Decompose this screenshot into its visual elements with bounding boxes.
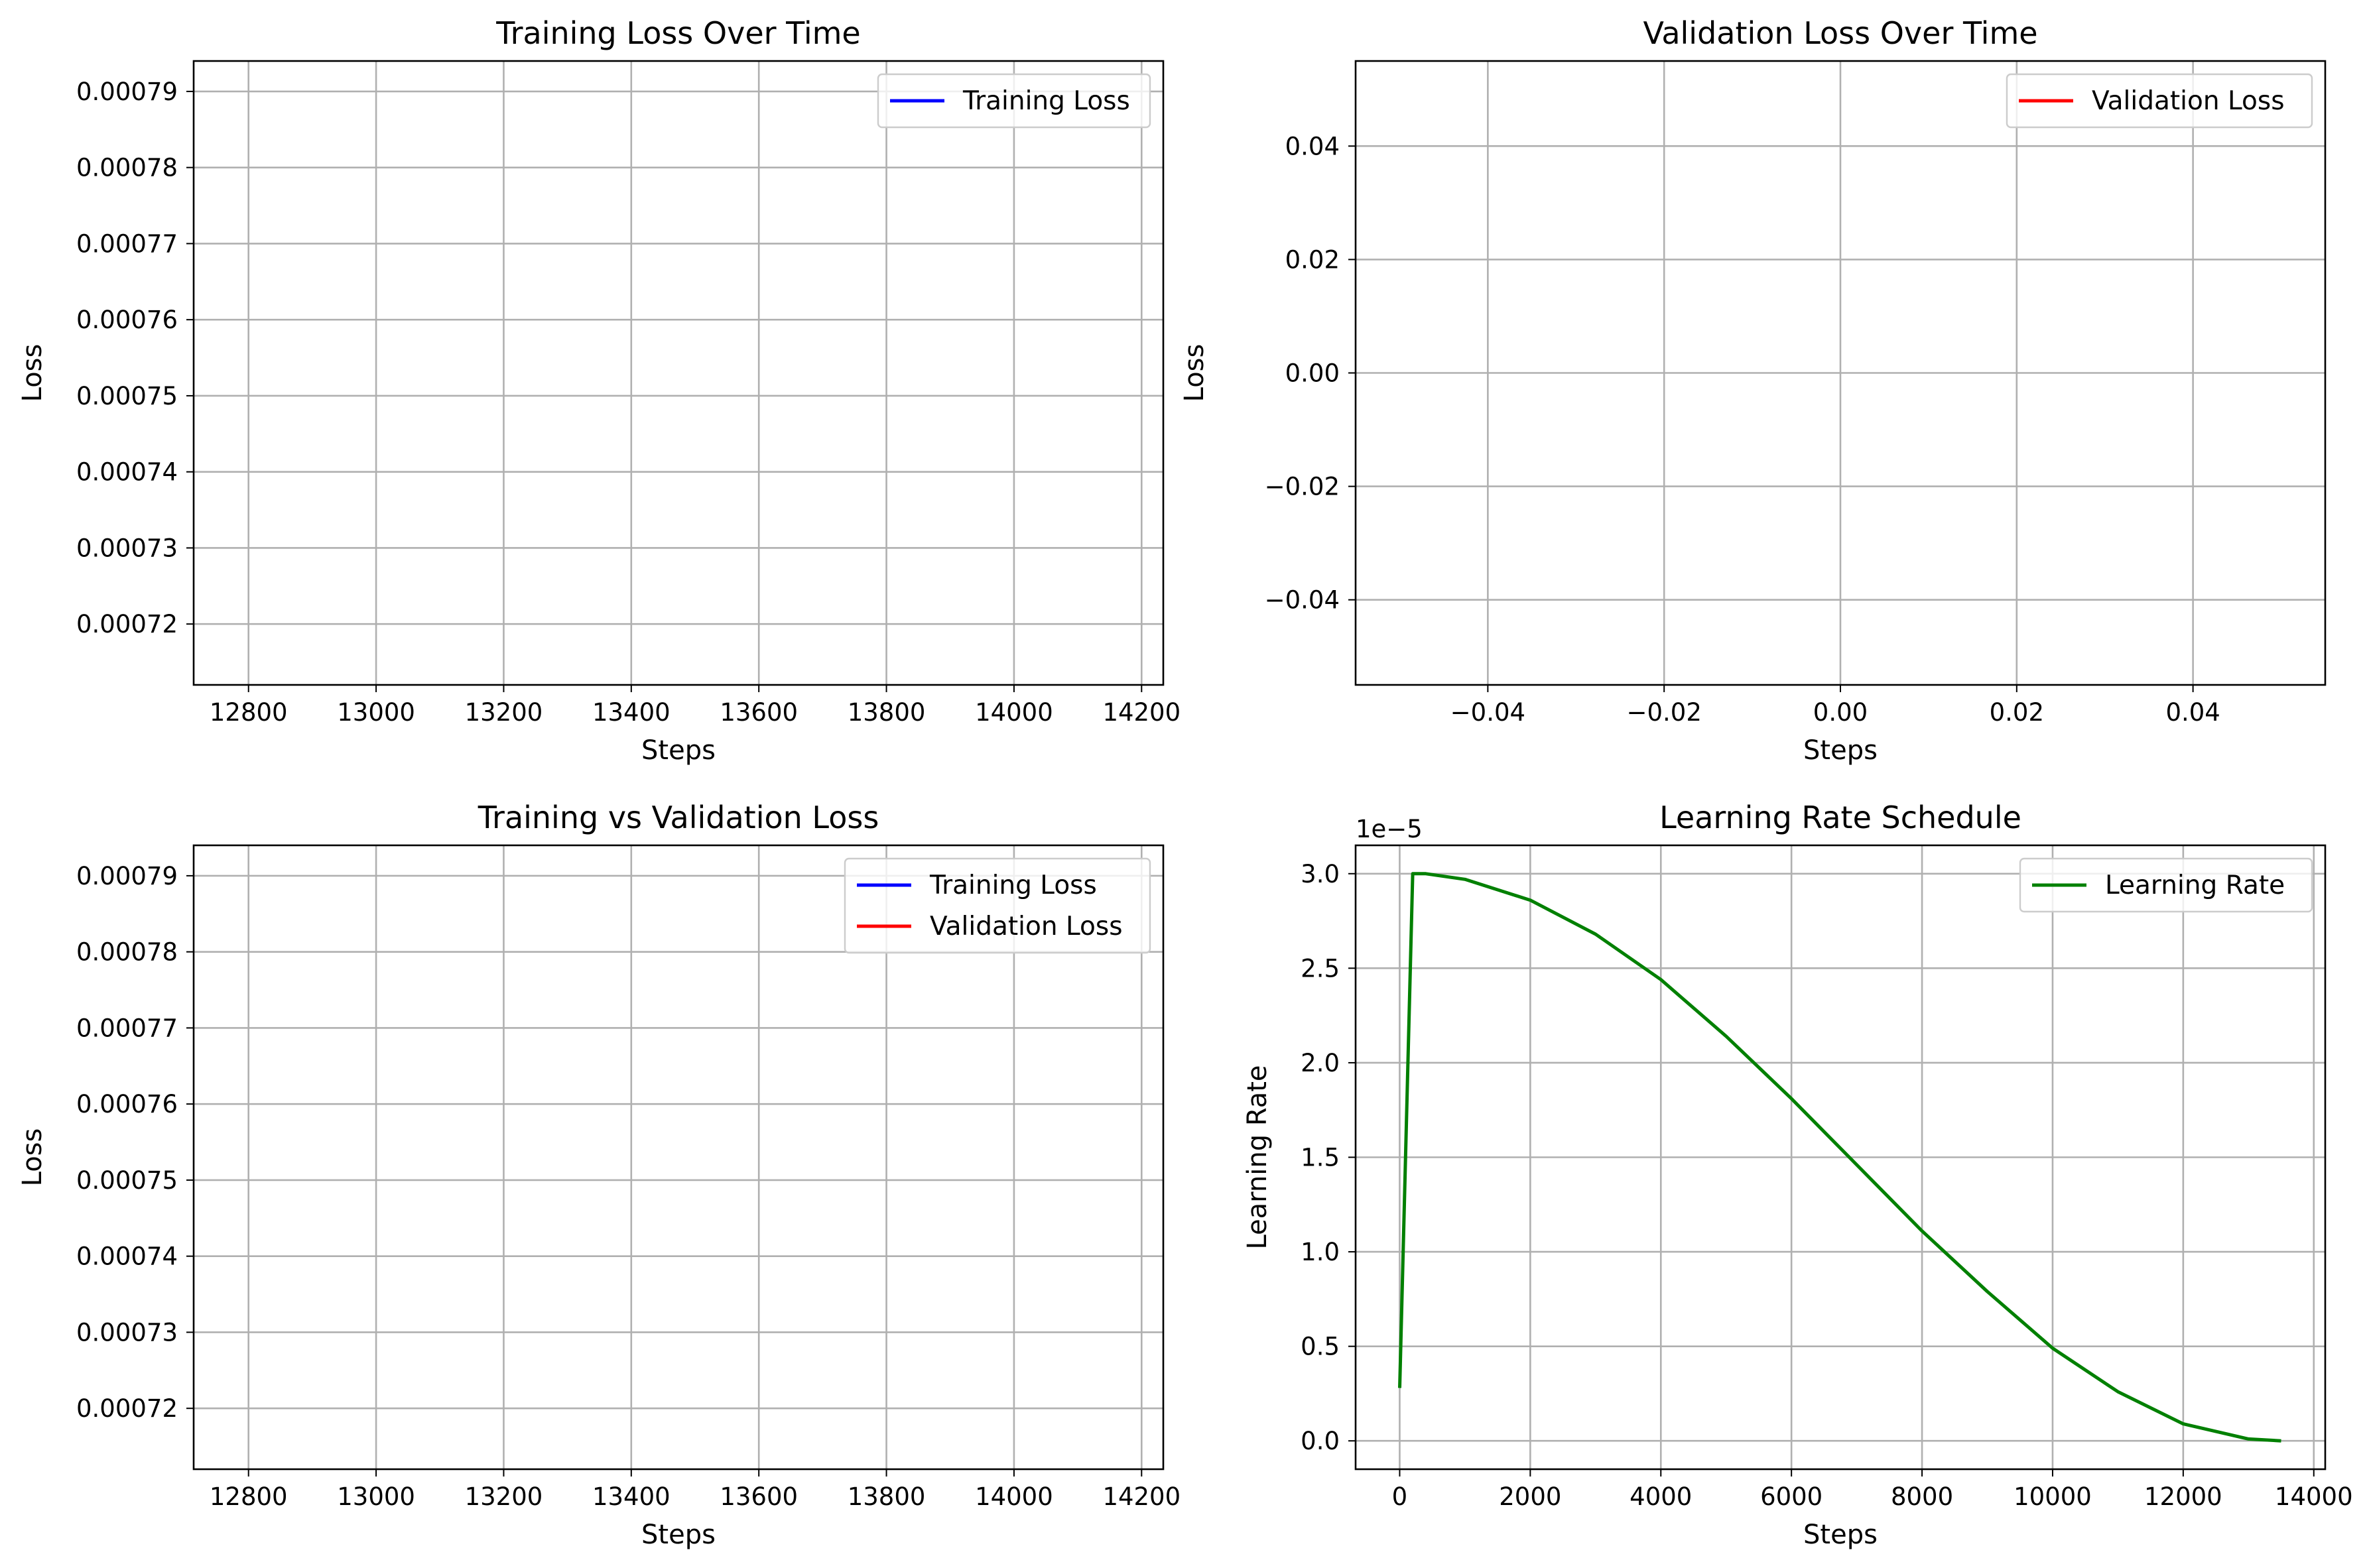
learning-rate-panel: Learning Rate Schedule Steps Learning Ra… (1242, 800, 2353, 1550)
panel-title: Validation Loss Over Time (1643, 15, 2037, 51)
x-tick-label: 10000 (2014, 1482, 2092, 1511)
legend-label: Learning Rate (2105, 871, 2285, 900)
axes-frame (192, 844, 1165, 1471)
legend: Validation Loss (2006, 73, 2313, 129)
panel-title: Learning Rate Schedule (1659, 800, 2021, 835)
legend-label: Training Loss (929, 871, 1097, 900)
y-tick-label: 0.00073 (76, 534, 178, 562)
y-tick-label: 0.00078 (76, 938, 178, 967)
x-axis-label: Steps (641, 1520, 716, 1550)
y-tick-label: 2.5 (1301, 954, 1340, 983)
legend-box (844, 857, 1151, 954)
x-tick-label: 12800 (210, 1482, 288, 1511)
grid (194, 61, 1163, 685)
legend: Training Loss Validation Loss (844, 857, 1151, 954)
x-axis-label: Steps (1803, 735, 1878, 766)
y-tick-label: 0.0 (1301, 1427, 1340, 1455)
x-tick-label: −0.02 (1626, 698, 1701, 727)
y-tick-label: 2.0 (1301, 1049, 1340, 1077)
x-tick-label: 13400 (592, 698, 671, 727)
x-tick-label: 13800 (848, 698, 926, 727)
x-tick-label: 14000 (975, 698, 1053, 727)
y-tick-label: 0.00075 (76, 382, 178, 410)
legend: Training Loss (877, 73, 1151, 129)
y-tick-label: 3.0 (1301, 860, 1340, 888)
legend-label: Validation Loss (930, 912, 1123, 941)
x-tick-label: 13600 (720, 1482, 798, 1511)
y-axis-label: Loss (1179, 344, 1210, 402)
y-tick-label: 0.00072 (76, 610, 178, 638)
x-tick-label: 13600 (720, 698, 798, 727)
x-tick-label: 14000 (975, 1482, 1053, 1511)
y-tick-label: 0.00074 (76, 1242, 178, 1271)
x-tick-label: 2000 (1499, 1482, 1561, 1511)
x-tick-label: 14200 (1102, 698, 1181, 727)
y-tick-label: −0.04 (1265, 586, 1340, 615)
x-tick-label: 6000 (1760, 1482, 1823, 1511)
legend: Learning Rate (2019, 857, 2313, 913)
training-vs-validation-panel: Training vs Validation Loss Steps Loss 1… (17, 800, 1181, 1550)
axes-frame (1354, 844, 2327, 1471)
series-line (1398, 872, 2281, 1443)
x-tick-label: 13400 (592, 1482, 671, 1511)
x-tick-label: 12800 (210, 698, 288, 727)
panel-title: Training Loss Over Time (495, 15, 860, 51)
x-tick-label: 13000 (337, 1482, 415, 1511)
y-tick-label: 0.00074 (76, 458, 178, 487)
x-tick-label: 14200 (1102, 1482, 1181, 1511)
y-tick-label: 0.5 (1301, 1333, 1340, 1361)
x-axis-label: Steps (1803, 1520, 1878, 1550)
x-tick-label: 0.02 (1990, 698, 2044, 727)
y-axis-label: Loss (17, 344, 48, 402)
x-tick-label: 13200 (465, 1482, 543, 1511)
x-tick-label: 14000 (2275, 1482, 2353, 1511)
grid (1356, 845, 2325, 1469)
legend-box (2019, 857, 2313, 913)
x-tick-label: 8000 (1891, 1482, 1953, 1511)
legend-label: Training Loss (962, 86, 1130, 116)
x-tick-label: 0.04 (2165, 698, 2220, 727)
legend-box (877, 73, 1151, 129)
x-tick-label: 13800 (848, 1482, 926, 1511)
legend-box (2006, 73, 2313, 129)
x-axis-label: Steps (641, 735, 716, 766)
axes-frame (192, 60, 1165, 686)
legend-label: Validation Loss (2092, 86, 2285, 116)
y-tick-label: 0.02 (1285, 245, 1340, 274)
grid (1356, 61, 2325, 685)
y-tick-label: −0.02 (1265, 473, 1340, 501)
y-tick-label: 1.0 (1301, 1238, 1340, 1266)
y-tick-label: 0.00077 (76, 1014, 178, 1042)
x-tick-label: 0 (1392, 1482, 1408, 1511)
y-tick-label: 0.00079 (76, 78, 178, 106)
y-tick-label: 0.00075 (76, 1166, 178, 1195)
y-tick-label: 0.00 (1285, 359, 1340, 388)
y-tick-label: 0.00073 (76, 1318, 178, 1347)
y-tick-label: 1.5 (1301, 1144, 1340, 1172)
y-axis-offset-label: 1e−5 (1356, 815, 1423, 843)
y-axis-label: Loss (17, 1128, 48, 1187)
y-tick-label: 0.00079 (76, 862, 178, 890)
training-loss-panel: Training Loss Over Time Steps Loss 12800… (17, 15, 1181, 766)
x-tick-label: 0.00 (1813, 698, 1868, 727)
validation-loss-panel: Validation Loss Over Time Steps Loss −0.… (1179, 15, 2327, 766)
y-tick-label: 0.00078 (76, 154, 178, 182)
y-tick-label: 0.00076 (76, 306, 178, 334)
y-tick-label: 0.00076 (76, 1090, 178, 1118)
x-tick-label: 12000 (2144, 1482, 2222, 1511)
panel-title: Training vs Validation Loss (478, 800, 879, 835)
axes-frame (1354, 60, 2327, 686)
x-tick-label: 13000 (337, 698, 415, 727)
x-tick-label: 13200 (465, 698, 543, 727)
y-tick-label: 0.00077 (76, 229, 178, 258)
y-axis-label: Learning Rate (1242, 1065, 1273, 1249)
x-tick-label: −0.04 (1450, 698, 1525, 727)
y-tick-label: 0.04 (1285, 132, 1340, 160)
y-tick-label: 0.00072 (76, 1394, 178, 1423)
x-tick-label: 4000 (1630, 1482, 1692, 1511)
